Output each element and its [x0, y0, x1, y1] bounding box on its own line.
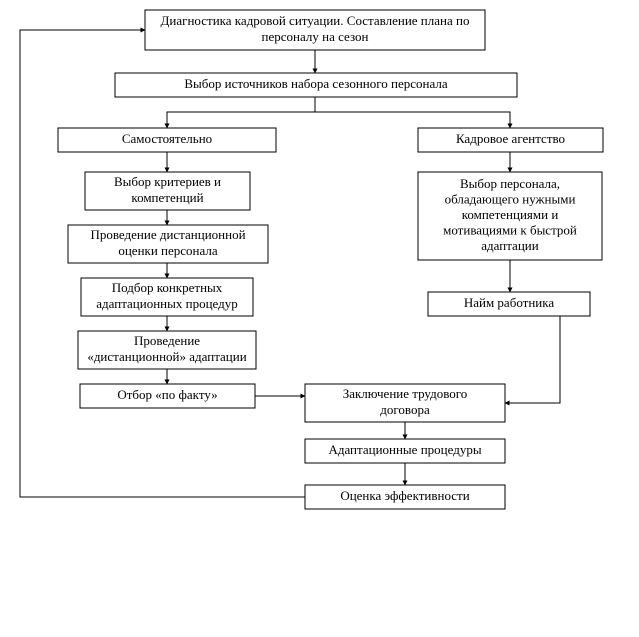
node-agselect-line2: компетенциями и [462, 207, 559, 222]
node-adaptsel-line1: адаптационных процедур [96, 296, 238, 311]
node-criteria: Выбор критериев икомпетенций [85, 172, 250, 210]
node-agselect-line3: мотивациями к быстрой [443, 223, 577, 238]
node-remote-line0: Проведение дистанционной [90, 227, 245, 242]
node-adaptsel: Подбор конкретныхадаптационных процедур [81, 278, 253, 316]
node-contract: Заключение трудовогодоговора [305, 384, 505, 422]
node-distadapt: Проведение«дистанционной» адаптации [78, 331, 256, 369]
node-agselect: Выбор персонала,обладающего нужнымикомпе… [418, 172, 602, 260]
node-criteria-line0: Выбор критериев и [114, 174, 221, 189]
node-distadapt-line1: «дистанционной» адаптации [87, 349, 246, 364]
node-contract-line0: Заключение трудового [343, 386, 468, 401]
node-agency-line0: Кадровое агентство [456, 131, 565, 146]
node-agselect-line1: обладающего нужными [445, 191, 576, 206]
node-agency: Кадровое агентство [418, 128, 603, 152]
flowchart-canvas: diagsourcessourcesselfcriteriaremoteadap… [0, 0, 639, 637]
node-self: Самостоятельно [58, 128, 276, 152]
node-agselect-line4: адаптации [481, 238, 538, 253]
node-eval-line0: Оценка эффективности [340, 488, 469, 503]
node-agselect-line0: Выбор персонала, [460, 176, 560, 191]
node-defacto: Отбор «по факту» [80, 384, 255, 408]
node-contract-line1: договора [380, 402, 430, 417]
node-adaptproc: Адаптационные процедуры [305, 439, 505, 463]
node-remote-line1: оценки персонала [118, 243, 218, 258]
node-self-line0: Самостоятельно [122, 131, 212, 146]
node-diag-line1: персоналу на сезон [262, 29, 369, 44]
node-diag-line0: Диагностика кадровой ситуации. Составлен… [161, 13, 470, 28]
node-adaptproc-line0: Адаптационные процедуры [328, 442, 481, 457]
node-defacto-line0: Отбор «по факту» [117, 387, 217, 402]
node-criteria-line1: компетенций [131, 190, 203, 205]
node-hire-line0: Найм работника [464, 295, 555, 310]
edge-sources-agency: sources [315, 97, 510, 128]
node-eval: Оценка эффективности [305, 485, 505, 509]
node-diag: Диагностика кадровой ситуации. Составлен… [145, 10, 485, 50]
nodes: Диагностика кадровой ситуации. Составлен… [58, 10, 603, 509]
edge-hire-contract: hire [505, 316, 560, 403]
node-sources: Выбор источников набора сезонного персон… [115, 73, 517, 97]
node-remote: Проведение дистанционнойоценки персонала [68, 225, 268, 263]
edge-sources-self: sources [167, 97, 315, 128]
node-distadapt-line0: Проведение [134, 333, 200, 348]
node-hire: Найм работника [428, 292, 590, 316]
node-adaptsel-line0: Подбор конкретных [112, 280, 223, 295]
node-sources-line0: Выбор источников набора сезонного персон… [184, 76, 447, 91]
